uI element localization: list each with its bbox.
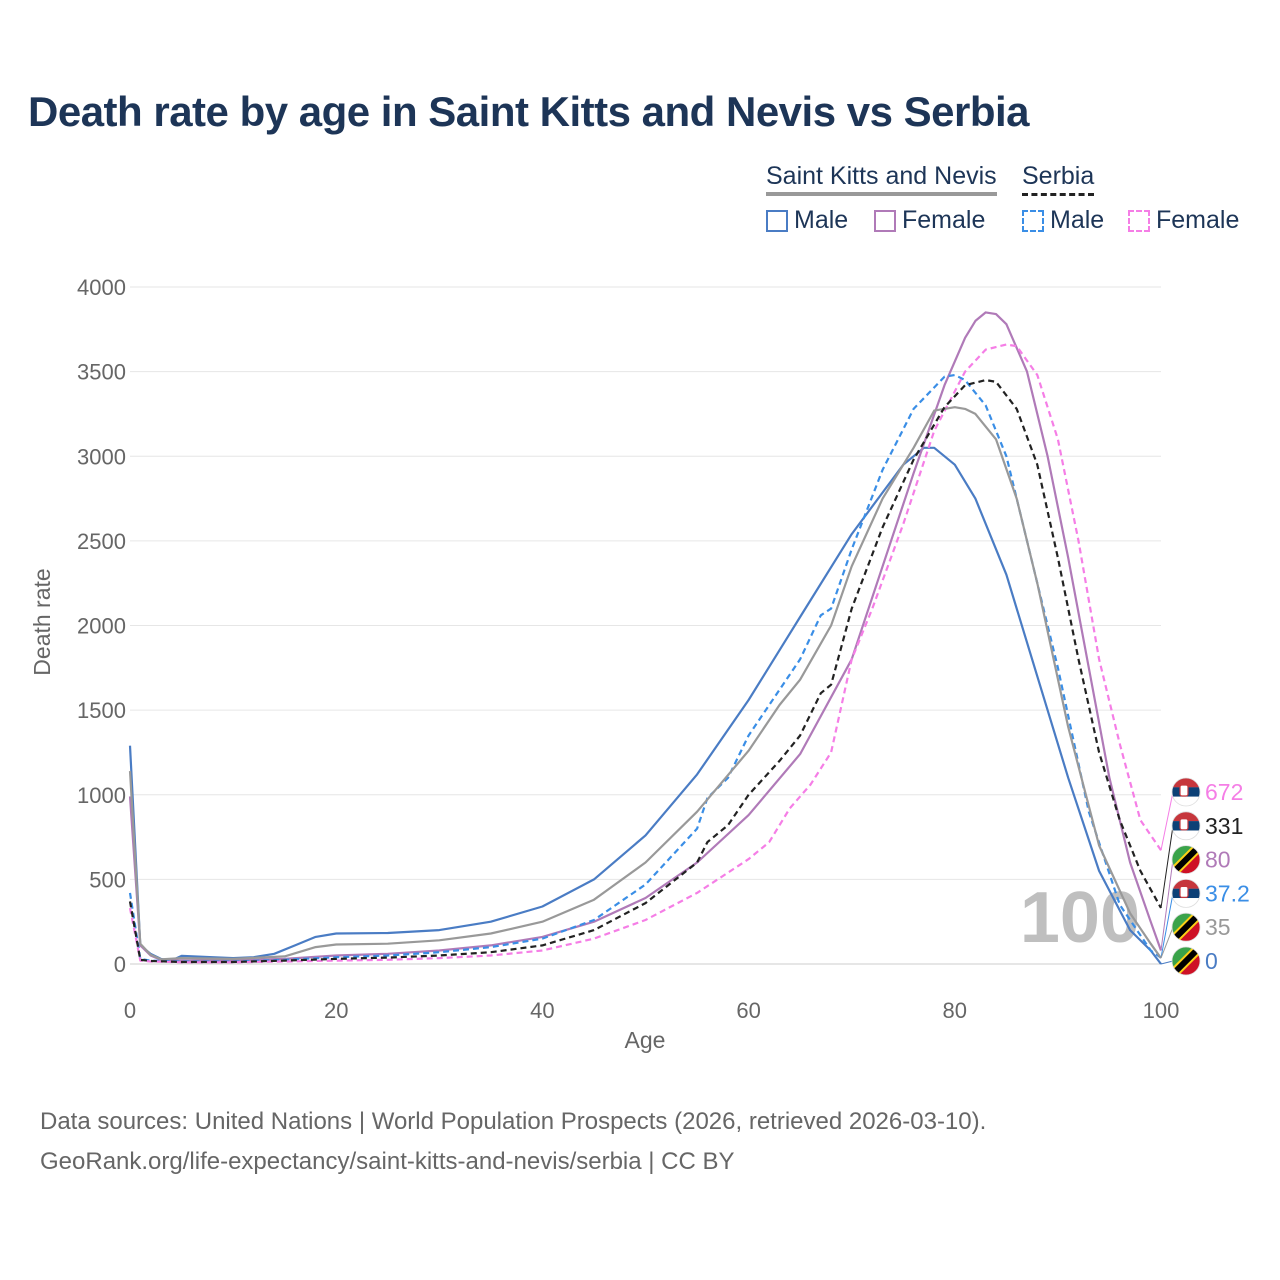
end-label-leader: [1160, 859, 1174, 951]
end-label-leader: [1160, 791, 1174, 851]
legend-swatch: [874, 209, 896, 232]
legend-swatch: [1022, 209, 1044, 232]
footer-sources: Data sources: United Nations | World Pop…: [40, 1108, 987, 1135]
end-label-leader: [1160, 960, 1174, 965]
legend-group-serbia[interactable]: Serbia: [1022, 162, 1095, 196]
legend-group-saint-kitts[interactable]: Saint Kitts and Nevis: [766, 162, 997, 196]
legend-group-line-dashed: [1022, 193, 1095, 196]
legend-item-label: Female: [1156, 206, 1240, 234]
legend-item-skn-female[interactable]: Female: [874, 206, 985, 235]
series-layer: [128, 311, 1163, 965]
end-label-leader: [1160, 825, 1174, 909]
legend-item-serbia-female[interactable]: Female: [1128, 206, 1239, 235]
legend-swatch: [766, 209, 788, 232]
end-value-label: 331: [1205, 813, 1243, 839]
saint-kitts-flag-icon: [1171, 946, 1201, 976]
series-line-2[interactable]: [128, 373, 1162, 963]
end-value-label: 80: [1205, 847, 1231, 873]
end-label-layer: 672 331 80 37.2 35 0: [1160, 777, 1250, 976]
legend-item-label: Female: [902, 206, 986, 234]
legend-group-label: Saint Kitts and Nevis: [766, 162, 997, 190]
end-value-label: 672: [1205, 779, 1243, 805]
legend-item-label: Male: [1050, 206, 1105, 234]
end-value-label: 37.2: [1205, 880, 1250, 906]
end-value-label: 35: [1205, 914, 1231, 940]
serbia-flag-icon: [1171, 777, 1201, 807]
y-tick-label: 1000: [77, 783, 126, 808]
x-tick-label: 60: [736, 998, 760, 1023]
legend-item-label: Male: [794, 206, 849, 234]
footer-link[interactable]: GeoRank.org/life-expectancy/saint-kitts-…: [40, 1148, 735, 1175]
saint-kitts-flag-icon: [1171, 912, 1201, 942]
x-tick-label: 80: [943, 998, 967, 1023]
y-tick-label: 3000: [77, 444, 126, 469]
serbia-flag-icon: [1171, 811, 1201, 841]
y-axis-label: Death rate: [29, 568, 55, 675]
watermark-year: 100: [1020, 878, 1140, 958]
legend-item-serbia-male[interactable]: Male: [1022, 206, 1104, 235]
y-tick-label: 2000: [77, 614, 126, 639]
x-tick-label: 20: [324, 998, 348, 1023]
series-line-4[interactable]: [128, 406, 1162, 961]
x-axis-label: Age: [625, 1027, 666, 1053]
series-line-3[interactable]: [128, 343, 1162, 964]
y-tick-label: 3500: [77, 360, 126, 385]
chart-title: Death rate by age in Saint Kitts and Nev…: [28, 88, 1030, 135]
x-tick-label: 40: [530, 998, 554, 1023]
x-tick-label: 100: [1143, 998, 1180, 1023]
y-tick-label: 4000: [77, 275, 126, 300]
series-line-0[interactable]: [128, 446, 1162, 965]
end-label-leader: [1160, 893, 1174, 958]
y-tick-label: 1500: [77, 698, 126, 723]
saint-kitts-flag-icon: [1171, 845, 1201, 874]
y-tick-label: 500: [89, 867, 126, 892]
end-value-label: 0: [1205, 948, 1218, 974]
tick-layer: 0 500 1000 1500 2000 2500 3000 3500 4000 0 20 40 60 8…: [77, 275, 1179, 1023]
legend-group-line-solid: [766, 192, 997, 196]
end-label-leader: [1160, 927, 1174, 959]
serbia-flag-icon: [1171, 879, 1201, 908]
legend-item-skn-male[interactable]: Male: [766, 206, 848, 235]
legend-swatch: [1128, 209, 1150, 232]
legend-group-label: Serbia: [1022, 162, 1095, 190]
x-tick-label: 0: [124, 998, 136, 1023]
grid-layer: [130, 286, 1161, 965]
y-tick-label: 0: [114, 952, 126, 977]
y-tick-label: 2500: [77, 529, 126, 554]
